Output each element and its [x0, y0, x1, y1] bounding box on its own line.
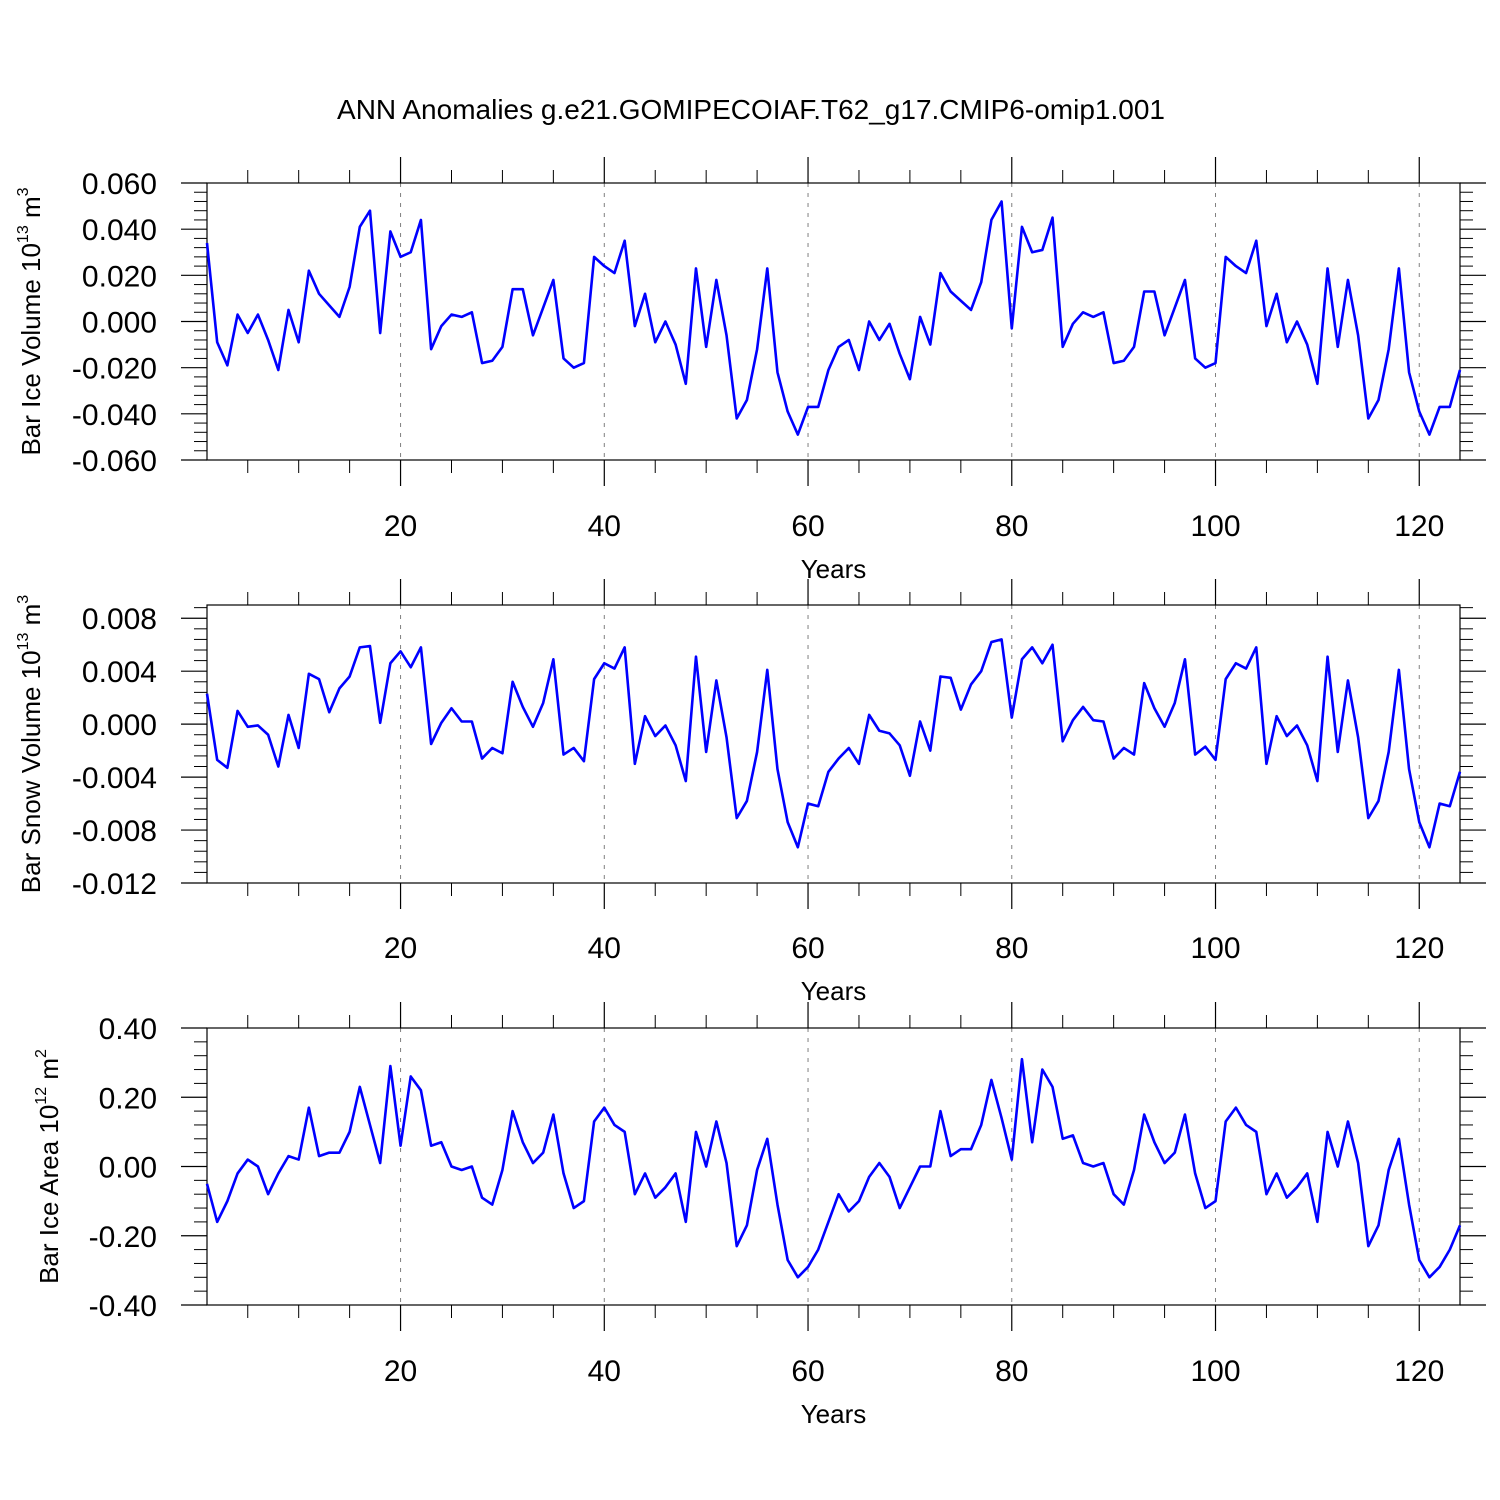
y-axis-title: Bar Ice Volume 1013 m3: [15, 187, 46, 455]
x-tick-label: 20: [384, 1355, 417, 1388]
x-tick-label: 80: [995, 932, 1028, 965]
chart-panel-3: 20 40 60 80 100 120 -0.40 -0.20 0.00 0.20 0.40 Year…: [33, 1002, 1486, 1429]
chart-panel-1: 20 40 60 80 100 120 -0.060 -0.040 -0.020 0.000 0.0…: [15, 157, 1486, 584]
x-tick-label: 100: [1190, 510, 1240, 543]
y-tick-label: -0.40: [89, 1290, 157, 1323]
y-axis-title: Bar Ice Area 1012 m2: [33, 1049, 64, 1284]
series-line: [205, 200, 1462, 436]
x-tick-label: 60: [791, 932, 824, 965]
y-tick-label: 0.000: [82, 307, 157, 340]
y-tick-label: -0.008: [72, 815, 157, 848]
x-axis-title: Years: [801, 554, 867, 584]
y-tick-label: -0.004: [72, 762, 157, 795]
y-axis-title-exponent: 13: [15, 225, 32, 243]
x-tick-label: 100: [1190, 1355, 1240, 1388]
y-tick-label: -0.20: [89, 1221, 157, 1254]
plot-frame: [206, 182, 1461, 461]
y-axis-title-text: Bar Ice Volume 10: [16, 243, 46, 455]
y-tick-label: -0.060: [72, 445, 157, 478]
x-tick-label: 120: [1394, 1355, 1444, 1388]
figure-title: ANN Anomalies g.e21.GOMIPECOIAF.T62_g17.…: [337, 94, 1165, 125]
x-tick-label: 120: [1394, 932, 1444, 965]
x-tick-label: 80: [995, 1355, 1028, 1388]
x-axis-title: Years: [801, 976, 867, 1006]
y-axis-title-unit-exponent: 3: [15, 187, 32, 196]
y-tick-label: 0.20: [99, 1082, 157, 1115]
y-tick-label: -0.040: [72, 399, 157, 432]
x-tick-label: 40: [588, 510, 621, 543]
x-tick-label: 40: [588, 932, 621, 965]
y-axis-title-unit-exponent: 2: [33, 1049, 50, 1058]
y-tick-label: 0.020: [82, 260, 157, 293]
chart-panel-2: 20 40 60 80 100 120 -0.012 -0.008 -0.004 0.000 0.0…: [15, 579, 1486, 1006]
x-tick-label: 60: [791, 1355, 824, 1388]
series-line: [205, 1057, 1462, 1279]
y-axis-title-unit: m: [34, 1058, 64, 1087]
y-axis-title-unit: m: [16, 604, 46, 633]
y-tick-label: -0.020: [72, 353, 157, 386]
y-axis-title-unit-exponent: 3: [15, 595, 32, 604]
y-tick-label: 0.040: [82, 214, 157, 247]
y-axis-title-exponent: 13: [15, 632, 32, 650]
y-tick-label: 0.000: [82, 709, 157, 742]
plot-frame: [206, 604, 1461, 884]
y-axis-title-unit: m: [16, 196, 46, 225]
plot-frame: [206, 1027, 1461, 1306]
y-axis-title-text: Bar Ice Area 10: [34, 1105, 64, 1284]
y-tick-label: 0.004: [82, 656, 157, 689]
y-axis-title-text: Bar Snow Volume 10: [16, 650, 46, 893]
x-tick-label: 60: [791, 510, 824, 543]
x-tick-label: 20: [384, 932, 417, 965]
x-tick-label: 80: [995, 510, 1028, 543]
y-axis-title-exponent: 12: [33, 1087, 50, 1105]
x-tick-label: 40: [588, 1355, 621, 1388]
y-tick-label: -0.012: [72, 868, 157, 901]
x-tick-label: 100: [1190, 932, 1240, 965]
y-tick-label: 0.008: [82, 603, 157, 636]
x-tick-label: 120: [1394, 510, 1444, 543]
x-tick-label: 20: [384, 510, 417, 543]
series-line: [205, 638, 1462, 849]
y-tick-label: 0.060: [82, 168, 157, 201]
x-axis-title: Years: [801, 1399, 867, 1429]
y-tick-label: 0.00: [99, 1152, 157, 1185]
y-tick-label: 0.40: [99, 1013, 157, 1046]
y-axis-title: Bar Snow Volume 1013 m3: [15, 595, 46, 894]
